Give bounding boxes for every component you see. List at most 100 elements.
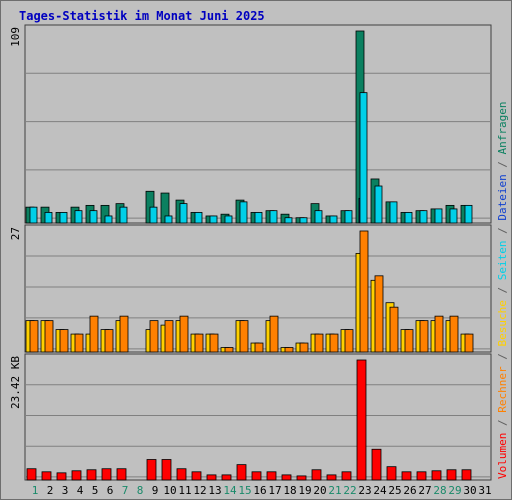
bar-volumen-day-5: [86, 469, 97, 481]
bar-seiten-day-1: [29, 206, 38, 224]
bar-rechner-day-13: [209, 333, 219, 353]
x-tick-label: 10: [163, 484, 176, 497]
x-tick-label: 4: [77, 484, 84, 497]
panel-background: [24, 24, 492, 224]
panel-scale-label: 27: [9, 227, 22, 240]
bar-rechner-day-4: [74, 333, 84, 353]
bar-rechner-day-20: [314, 333, 324, 353]
legend-separator: /: [496, 280, 509, 300]
bar-seiten-day-22: [344, 210, 353, 224]
panel-middle: 27: [9, 224, 492, 353]
bar-seiten-day-26: [404, 212, 413, 224]
bar-rechner-day-22: [344, 329, 354, 353]
bar-seiten-day-30: [464, 204, 473, 224]
bar-rechner-day-25: [389, 306, 399, 353]
bar-rechner-day-28: [434, 315, 444, 353]
legend-item-dateien: Dateien: [496, 174, 509, 220]
x-tick-label: 15: [238, 484, 251, 497]
bar-rechner-day-6: [104, 329, 114, 353]
bar-volumen-day-4: [71, 470, 82, 481]
bar-seiten-day-17: [269, 210, 278, 224]
bar-volumen-day-12: [191, 471, 202, 481]
bar-rechner-day-14: [224, 347, 234, 353]
bar-rechner-day-3: [59, 329, 69, 353]
x-tick-label: 11: [178, 484, 191, 497]
bar-volumen-day-26: [401, 471, 412, 481]
bar-rechner-day-24: [374, 275, 384, 353]
x-tick-label: 31: [478, 484, 491, 497]
bar-rechner-day-5: [89, 315, 99, 353]
bar-volumen-day-2: [41, 471, 52, 481]
legend-separator: /: [496, 413, 509, 433]
bar-seiten-day-18: [284, 217, 293, 224]
x-tick-label: 6: [107, 484, 114, 497]
bar-seiten-day-21: [329, 215, 338, 224]
x-tick-label: 5: [92, 484, 99, 497]
x-tick-label: 16: [253, 484, 266, 497]
bar-rechner-day-7: [119, 315, 129, 353]
bar-volumen-day-11: [176, 468, 187, 481]
bar-volumen-day-28: [431, 470, 442, 481]
bar-seiten-day-5: [89, 210, 98, 224]
bar-volumen-day-10: [161, 459, 172, 481]
chart-legend: Volumen / Rechner / Besuche / Seiten / D…: [496, 101, 509, 479]
bar-rechner-day-15: [239, 320, 249, 353]
bar-volumen-day-7: [116, 468, 127, 481]
bar-volumen-day-9: [146, 459, 157, 481]
bar-seiten-day-13: [209, 215, 218, 224]
x-tick-label: 19: [298, 484, 311, 497]
x-tick-label: 21: [328, 484, 341, 497]
bar-seiten-day-25: [389, 201, 398, 224]
bar-volumen-day-16: [251, 471, 262, 481]
bar-seiten-day-6: [104, 215, 113, 224]
bar-rechner-day-16: [254, 342, 264, 353]
bar-seiten-day-2: [44, 212, 53, 224]
bar-rechner-day-26: [404, 329, 414, 353]
legend-item-anfragen: Anfragen: [496, 101, 509, 154]
legend-item-seiten: Seiten: [496, 241, 509, 281]
bar-volumen-day-17: [266, 471, 277, 481]
chart-panels: 109 27 23.42 KB: [9, 24, 492, 481]
bar-rechner-day-1: [29, 320, 39, 353]
bar-volumen-day-13: [206, 474, 217, 481]
x-tick-label: 22: [343, 484, 356, 497]
panel-bottom: 23.42 KB: [9, 353, 492, 481]
bar-rechner-day-17: [269, 315, 279, 353]
bar-seiten-day-11: [179, 203, 188, 224]
bar-volumen-day-6: [101, 468, 112, 481]
bar-volumen-day-27: [416, 471, 427, 481]
x-tick-label: 9: [152, 484, 159, 497]
bar-seiten-day-27: [419, 210, 428, 224]
bar-volumen-day-21: [326, 474, 337, 481]
bar-rechner-day-30: [464, 333, 474, 353]
bar-seiten-day-24: [374, 185, 383, 224]
x-tick-label: 7: [122, 484, 129, 497]
bar-rechner-day-10: [164, 320, 174, 353]
legend-separator: /: [496, 154, 509, 174]
panel-scale-label: 23.42 KB: [9, 356, 22, 409]
panel-scale-label: 109: [9, 27, 22, 47]
bar-rechner-day-11: [179, 315, 189, 353]
x-tick-label: 27: [418, 484, 431, 497]
x-tick-label: 25: [388, 484, 401, 497]
bar-seiten-day-23: [359, 92, 368, 224]
bar-rechner-day-9: [149, 320, 159, 353]
bar-seiten-day-19: [299, 217, 308, 224]
x-tick-label: 26: [403, 484, 416, 497]
bar-volumen-day-30: [461, 469, 472, 481]
bar-rechner-day-29: [449, 315, 459, 353]
bar-seiten-day-3: [59, 212, 68, 224]
bar-seiten-day-10: [164, 215, 173, 224]
bar-volumen-day-29: [446, 469, 457, 481]
bar-volumen-day-18: [281, 474, 292, 481]
legend-separator: /: [496, 347, 509, 367]
bar-volumen-day-24: [371, 448, 382, 481]
legend-item-volumen: Volumen: [496, 433, 509, 479]
x-tick-label: 30: [463, 484, 476, 497]
bar-seiten-day-9: [149, 206, 158, 224]
bar-rechner-day-12: [194, 333, 204, 353]
x-tick-label: 24: [373, 484, 387, 497]
bar-volumen-day-19: [296, 475, 307, 481]
